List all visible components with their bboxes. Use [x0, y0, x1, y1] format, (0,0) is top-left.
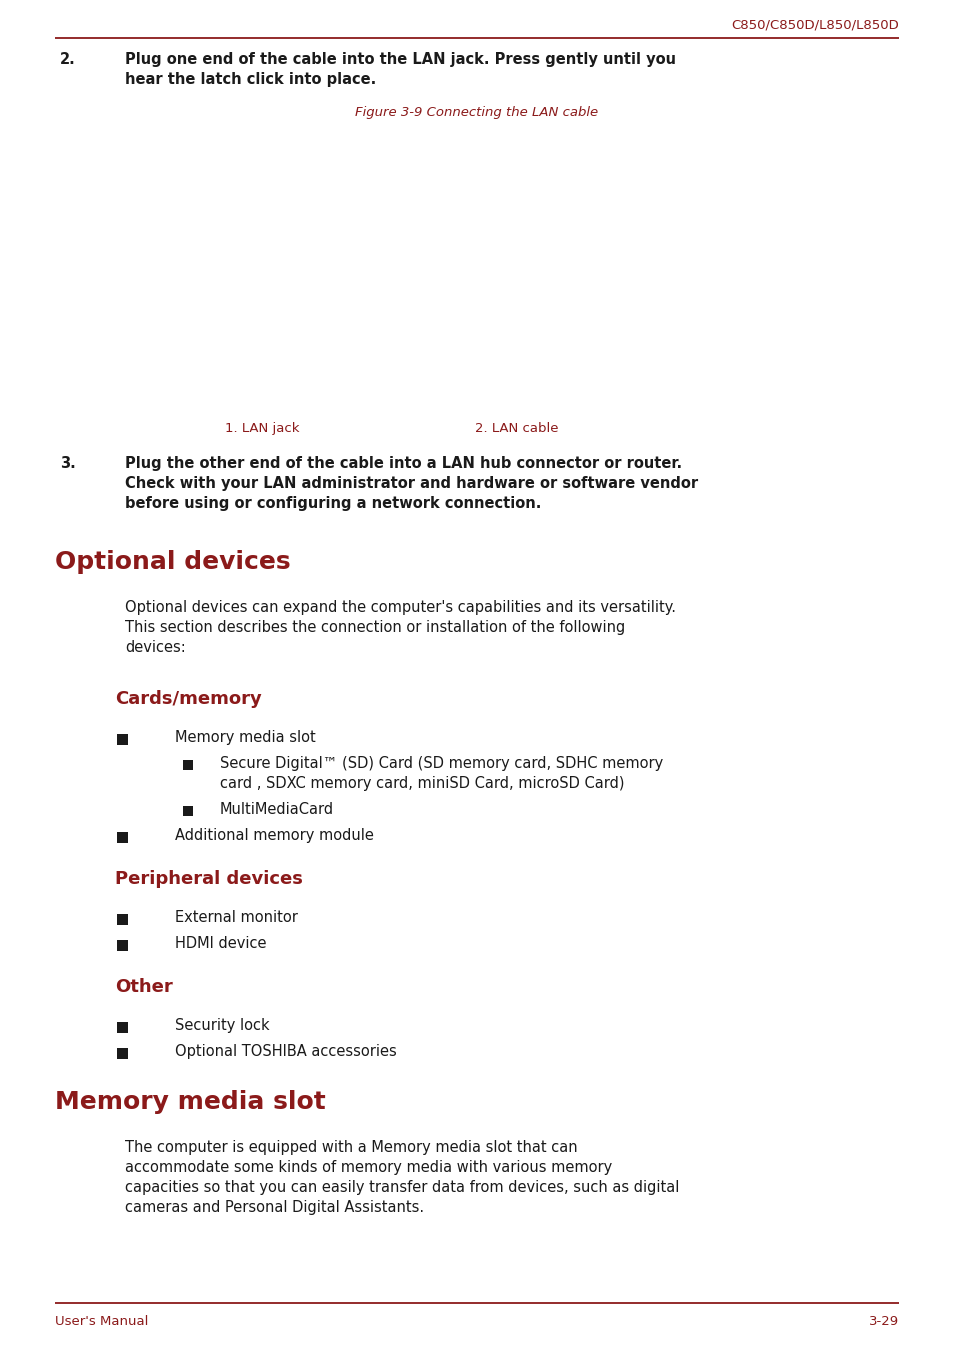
Text: Security lock: Security lock	[174, 1018, 270, 1033]
Text: MultiMediaCard: MultiMediaCard	[220, 802, 334, 816]
Text: Optional devices: Optional devices	[55, 550, 291, 574]
Bar	[117, 1021, 128, 1033]
Text: 2.: 2.	[60, 52, 75, 67]
Bar	[183, 806, 193, 816]
Text: HDMI device: HDMI device	[174, 936, 266, 951]
Text: 2. LAN cable: 2. LAN cable	[475, 422, 558, 434]
Text: 1. LAN jack: 1. LAN jack	[225, 422, 299, 434]
Text: Check with your LAN administrator and hardware or software vendor: Check with your LAN administrator and ha…	[125, 476, 698, 491]
Text: Plug the other end of the cable into a LAN hub connector or router.: Plug the other end of the cable into a L…	[125, 456, 681, 471]
Bar	[117, 1048, 128, 1059]
Text: devices:: devices:	[125, 640, 186, 655]
Text: Memory media slot: Memory media slot	[55, 1089, 325, 1114]
Text: User's Manual: User's Manual	[55, 1315, 149, 1328]
Text: The computer is equipped with a Memory media slot that can: The computer is equipped with a Memory m…	[125, 1141, 577, 1155]
Bar	[183, 760, 193, 769]
Text: C850/C850D/L850/L850D: C850/C850D/L850/L850D	[731, 17, 898, 31]
Bar	[117, 831, 128, 842]
Text: 3-29: 3-29	[868, 1315, 898, 1328]
Text: This section describes the connection or installation of the following: This section describes the connection or…	[125, 620, 624, 635]
Text: Memory media slot: Memory media slot	[174, 730, 315, 745]
Bar	[117, 940, 128, 951]
Text: External monitor: External monitor	[174, 911, 297, 925]
Text: card , SDXC memory card, miniSD Card, microSD Card): card , SDXC memory card, miniSD Card, mi…	[220, 776, 624, 791]
Text: Figure 3-9 Connecting the LAN cable: Figure 3-9 Connecting the LAN cable	[355, 106, 598, 118]
Bar	[117, 913, 128, 924]
Text: accommodate some kinds of memory media with various memory: accommodate some kinds of memory media w…	[125, 1159, 612, 1176]
Text: Cards/memory: Cards/memory	[115, 690, 261, 707]
Text: capacities so that you can easily transfer data from devices, such as digital: capacities so that you can easily transf…	[125, 1180, 679, 1194]
Text: Plug one end of the cable into the LAN jack. Press gently until you: Plug one end of the cable into the LAN j…	[125, 52, 676, 67]
Text: cameras and Personal Digital Assistants.: cameras and Personal Digital Assistants.	[125, 1200, 424, 1215]
Text: Secure Digital™ (SD) Card (SD memory card, SDHC memory: Secure Digital™ (SD) Card (SD memory car…	[220, 756, 662, 771]
Bar	[117, 733, 128, 745]
Text: Optional devices can expand the computer's capabilities and its versatility.: Optional devices can expand the computer…	[125, 600, 676, 615]
Text: Peripheral devices: Peripheral devices	[115, 870, 302, 888]
Text: Additional memory module: Additional memory module	[174, 829, 374, 843]
Text: 3.: 3.	[60, 456, 75, 471]
Text: hear the latch click into place.: hear the latch click into place.	[125, 73, 375, 87]
Text: before using or configuring a network connection.: before using or configuring a network co…	[125, 496, 540, 511]
Text: Other: Other	[115, 978, 172, 997]
Text: Optional TOSHIBA accessories: Optional TOSHIBA accessories	[174, 1044, 396, 1059]
